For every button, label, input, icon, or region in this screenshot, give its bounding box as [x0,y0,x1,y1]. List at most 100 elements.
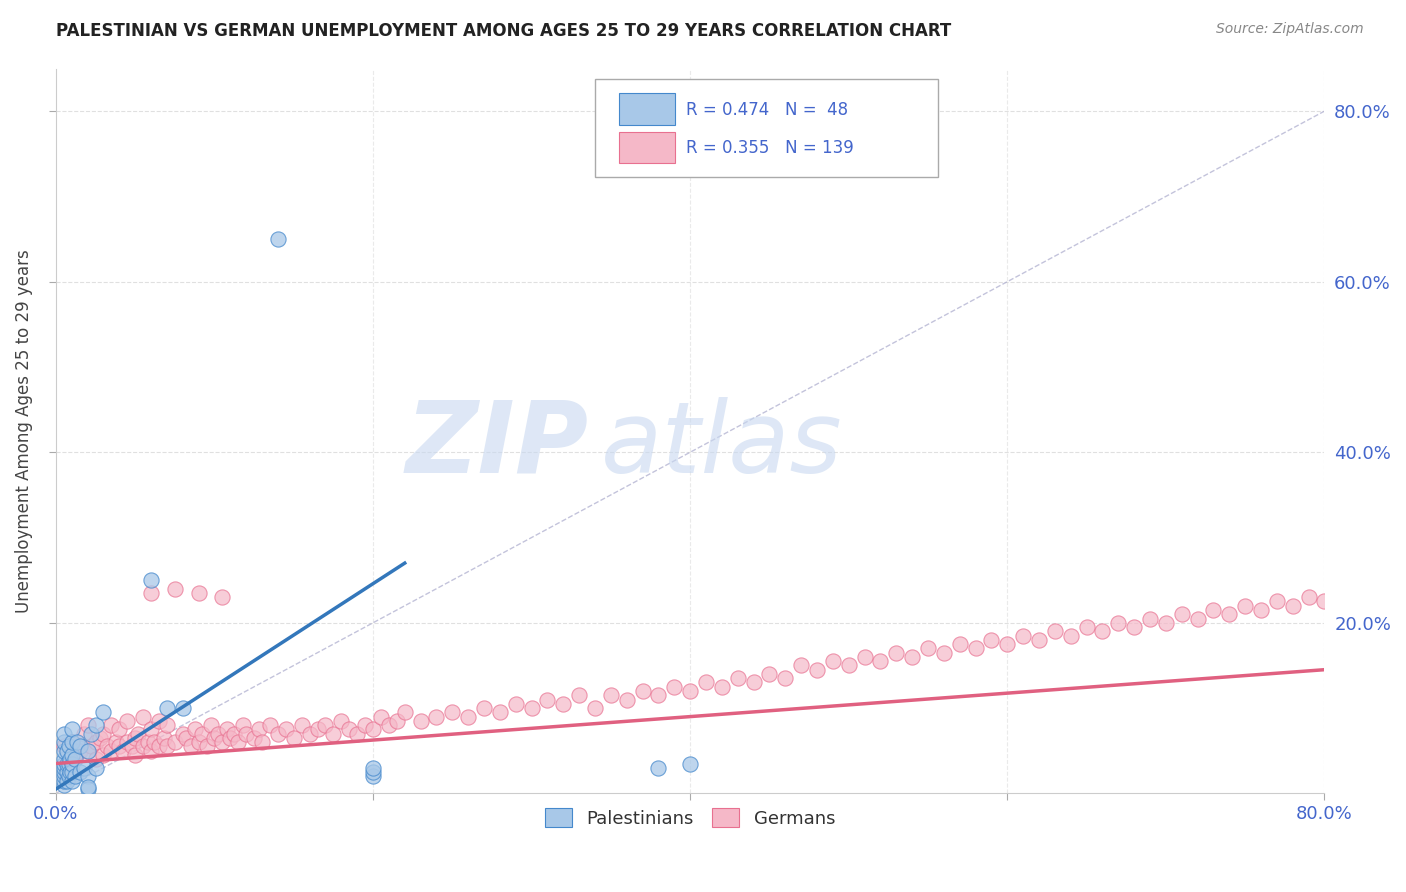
Point [599,688,621,702]
Point [664,680,686,694]
Point [52,756,75,771]
Point [259,718,281,732]
Point [52,735,75,749]
Point [250,735,273,749]
Point [60,765,83,780]
Point [884,646,907,660]
Point [58,752,80,766]
Text: R = 0.355   N = 139: R = 0.355 N = 139 [686,139,853,157]
Point [1265,594,1288,608]
Point [361,761,384,775]
Point [132,709,155,723]
Point [370,709,392,723]
Point [172,726,194,740]
Point [63,747,86,762]
Point [184,723,207,737]
Point [100,718,122,732]
Point [1154,615,1177,630]
Point [980,632,1002,647]
Point [553,697,575,711]
Point [472,701,495,715]
Point [394,706,416,720]
Point [163,582,186,596]
Point [93,747,115,762]
Point [283,731,305,745]
Point [838,658,860,673]
Point [80,739,103,754]
Point [457,709,479,723]
Point [647,761,669,775]
Point [247,723,270,737]
Point [222,726,245,740]
Text: ZIP: ZIP [406,397,589,494]
Point [148,739,170,754]
Point [775,671,797,685]
Point [73,726,96,740]
Point [56,765,79,780]
Point [568,688,591,702]
Point [139,573,162,587]
Point [1187,611,1209,625]
Point [354,718,377,732]
Point [1139,611,1161,625]
Point [1123,620,1146,634]
Point [59,765,82,780]
Point [84,735,107,749]
Point [322,726,344,740]
Point [1234,599,1257,613]
Point [58,769,80,783]
Point [337,723,360,737]
Point [1170,607,1192,622]
Point [56,744,79,758]
Point [52,752,75,766]
Legend: Palestinians, Germans: Palestinians, Germans [538,801,842,835]
Point [505,697,527,711]
Point [631,684,654,698]
Point [211,591,233,605]
Point [1281,599,1303,613]
Point [267,726,290,740]
Y-axis label: Unemployment Among Ages 25 to 29 years: Unemployment Among Ages 25 to 29 years [15,249,32,613]
Point [536,692,558,706]
Point [949,637,972,651]
Point [132,739,155,754]
Point [298,726,321,740]
Point [806,663,828,677]
Point [409,714,432,728]
Point [187,586,209,600]
Point [758,667,780,681]
Point [60,735,83,749]
Point [1028,632,1050,647]
Point [84,718,107,732]
Text: Source: ZipAtlas.com: Source: ZipAtlas.com [1216,22,1364,37]
Point [378,718,401,732]
Point [76,780,98,794]
Point [121,739,143,754]
Point [790,658,813,673]
Point [207,726,229,740]
Point [172,701,194,715]
Point [52,765,75,780]
Point [69,765,91,780]
Point [52,744,75,758]
Point [853,649,876,664]
Point [152,731,174,745]
Point [180,739,202,754]
Point [1218,607,1240,622]
Point [100,744,122,758]
Point [156,739,179,754]
Point [1250,603,1272,617]
Point [274,723,297,737]
Point [1107,615,1129,630]
Point [84,761,107,775]
Point [821,654,844,668]
Point [52,739,75,754]
Point [76,782,98,797]
Point [52,773,75,788]
Point [60,756,83,771]
Point [93,706,115,720]
Point [191,726,214,740]
Point [59,752,82,766]
Point [111,744,134,758]
Point [901,649,924,664]
